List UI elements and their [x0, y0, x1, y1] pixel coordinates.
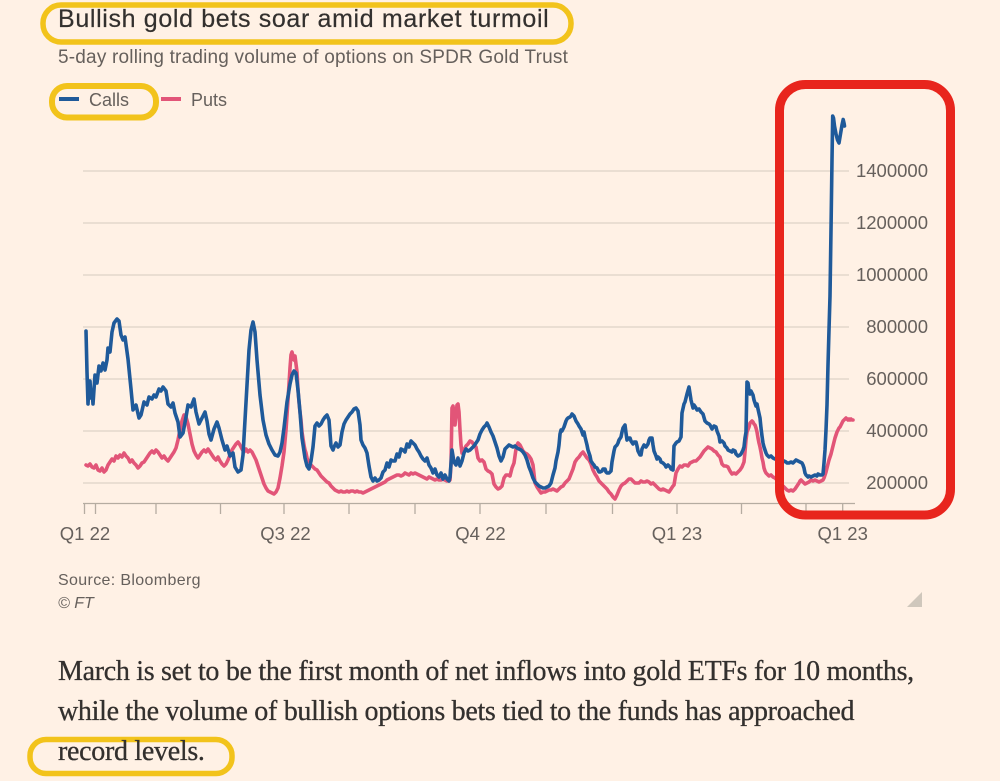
svg-text:1400000: 1400000 [856, 160, 928, 181]
svg-text:400000: 400000 [866, 420, 928, 441]
svg-text:200000: 200000 [866, 472, 928, 493]
svg-text:1000000: 1000000 [856, 264, 928, 285]
svg-text:600000: 600000 [866, 368, 928, 389]
svg-text:Q1 22: Q1 22 [60, 523, 110, 544]
svg-text:Q1 23: Q1 23 [817, 523, 867, 544]
svg-text:1200000: 1200000 [856, 212, 928, 233]
svg-text:Q3 22: Q3 22 [260, 523, 310, 544]
svg-text:Q4 22: Q4 22 [455, 523, 505, 544]
svg-text:800000: 800000 [866, 316, 928, 337]
svg-text:Q1 23: Q1 23 [652, 523, 702, 544]
